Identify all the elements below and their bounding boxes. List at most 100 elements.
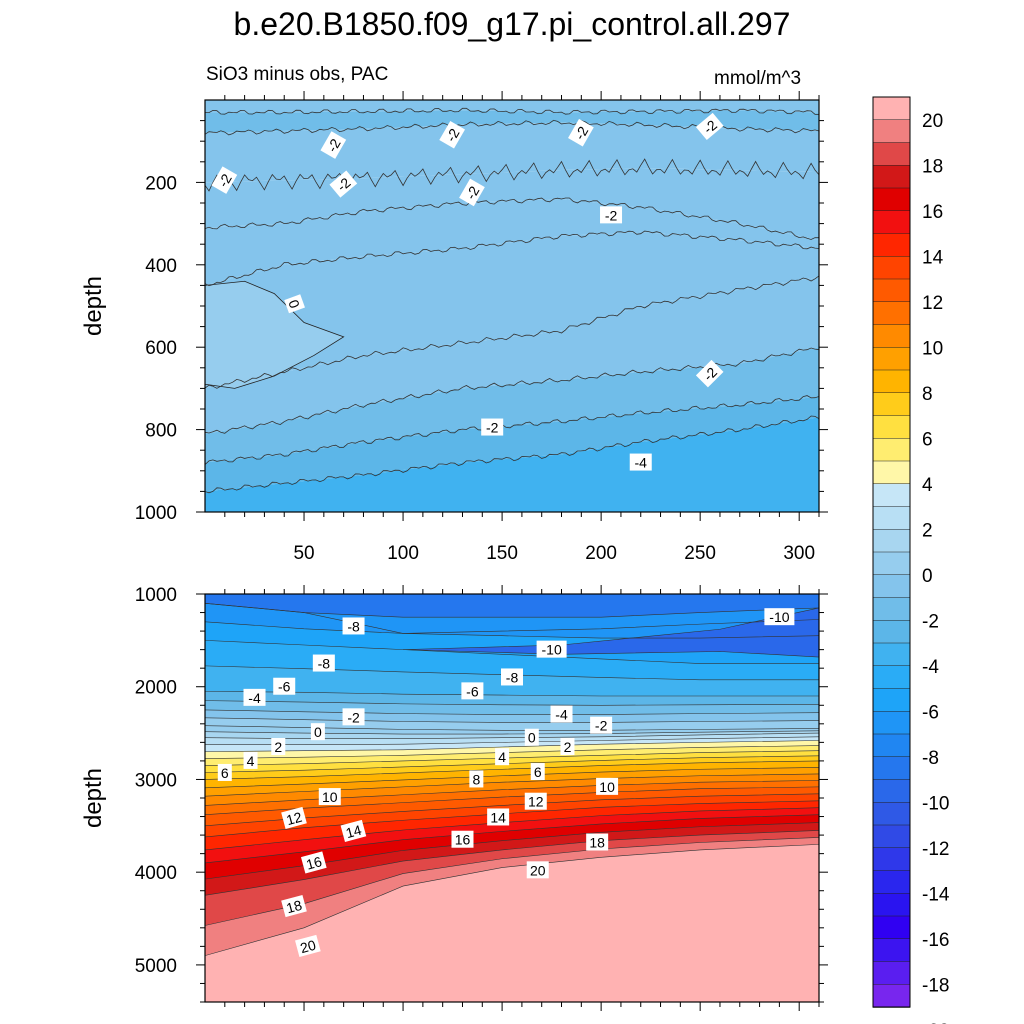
colorbar-segment [872,620,911,644]
lower-y-tick-label: 1000 [135,585,177,606]
contour-label: 0 [284,294,305,314]
contour-label: 2 [271,738,286,755]
contour-label: 10 [596,777,619,795]
colorbar-segment [872,415,911,439]
contour-label-bg [312,654,335,672]
contour-label-bg [320,131,347,159]
lower-contour-line [205,602,819,618]
contour-label-bg [342,708,365,726]
contour-label: 0 [524,728,539,746]
upper-contour-line [205,107,819,115]
contour-label-bg [300,851,327,874]
contour-label: -10 [764,608,795,626]
lower-contour-line [205,709,819,715]
contour-label: 20 [295,934,321,957]
upper-y-tick-label: 600 [145,338,177,359]
upper-panel-fills [205,100,819,512]
upper-y-tick-label: 200 [145,173,177,194]
colorbar-segment [872,438,911,462]
upper-x-tick-label: 300 [783,543,815,564]
contour-label: -8 [342,617,365,635]
colorbar-label: -18 [922,975,949,996]
contour-label: 6 [530,763,545,781]
contour-label: 8 [469,770,484,788]
colorbar-segment [872,529,911,553]
contour-label-bg [560,738,575,755]
contour-label: 4 [243,751,258,769]
lower-contour-line [205,844,819,956]
lower-band [205,807,819,863]
lower-band [205,822,819,896]
contour-label-text: -6 [278,679,291,695]
contour-label-bg [281,806,307,829]
lower-contour-line [205,736,819,745]
lower-band [205,750,819,773]
contour-label: -2 [459,178,485,207]
colorbar-segment [872,961,911,985]
colorbar-segment [872,256,911,280]
lower-y-tick-label: 2000 [135,678,177,699]
contour-label-text: 2 [564,739,572,755]
contour-label: -2 [342,708,365,726]
colorbar-segment [872,347,911,371]
upper-band-3 [205,167,819,241]
lower-band [205,691,819,706]
contour-label-text: -10 [541,642,561,658]
lower-band [205,755,819,780]
lower-band [205,733,819,745]
contour-label-bg [281,894,307,918]
colorbar-segment [872,301,911,326]
lower-contour-line [205,725,819,731]
contour-label-text: -4 [635,455,648,471]
contour-label: 2 [560,738,575,755]
colorbar-label: 4 [922,475,933,496]
lower-contour-line [205,691,819,697]
contour-label-bg [536,640,567,658]
contour-label: -2 [320,131,347,159]
colorbar-segment [872,96,911,121]
colorbar-segment [872,233,911,257]
colorbar-segment [872,506,911,530]
contour-label-text: 14 [490,809,506,825]
contour-label-bg [342,617,365,635]
contour-label-bg [590,716,613,734]
colorbar-segment [872,142,911,166]
contour-label: -8 [312,654,335,672]
contour-label-bg [695,359,724,388]
contour-label-text: 0 [314,724,322,740]
colorbar-segment [872,119,911,144]
contour-label-text: -8 [347,618,360,634]
contour-label-text: -4 [248,690,261,706]
colorbar-segment [872,733,911,758]
contour-label-bg [764,608,795,626]
upper-y-tick-label: 1000 [135,503,177,524]
contour-label-bg [340,819,367,842]
upper-band-8 [205,396,819,492]
contour-label: 6 [217,763,232,781]
lower-band [205,800,819,850]
colorbar-segment [872,187,911,212]
contour-label: 18 [281,894,307,918]
colorbar-segment [872,210,911,235]
colorbar-label: -20 [922,1021,949,1024]
contour-label: 12 [524,792,547,810]
upper-contour-line [205,230,819,287]
contour-label: -2 [600,206,623,224]
chart-subtitle: SiO3 minus obs, PAC [206,64,389,85]
contour-label: 16 [300,851,327,874]
upper-x-tick-label: 200 [585,543,617,564]
lower-band [205,736,819,752]
colorbar-label: -2 [922,611,939,632]
lower-high-band [205,844,819,1002]
contour-label-text: 16 [304,853,323,873]
contour-label-bg [600,206,623,224]
upper-y-tick-label: 400 [145,256,177,277]
colorbar-label: 12 [922,293,943,314]
lower-band [205,780,819,815]
upper-band-0 [205,100,819,113]
colorbar-segment [872,551,911,576]
contour-label-bg [329,170,358,198]
contour-label-bg [271,738,286,755]
contour-label: 14 [340,819,367,842]
contour-label-bg [695,112,724,140]
